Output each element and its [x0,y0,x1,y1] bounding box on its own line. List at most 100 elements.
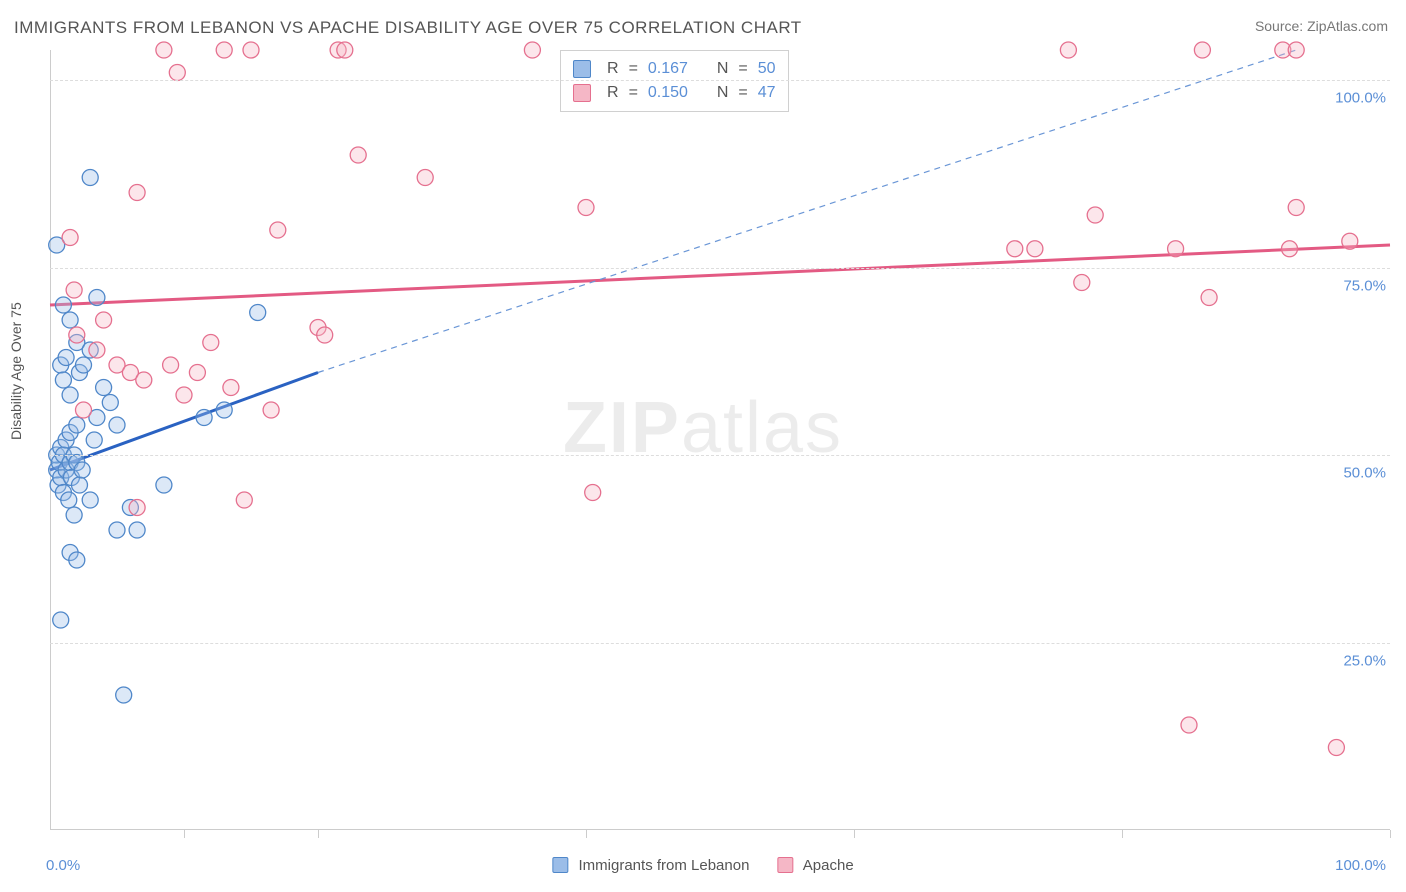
scatter-point-lebanon [55,297,71,313]
gridline-h [50,455,1390,456]
y-tick-label: 25.0% [1343,652,1386,669]
scatter-point-apache [1342,233,1358,249]
scatter-point-apache [1282,241,1298,257]
gridline-h [50,80,1390,81]
scatter-point-apache [1087,207,1103,223]
scatter-point-apache [317,327,333,343]
n-value-apache: 47 [758,81,776,105]
scatter-point-apache [1027,241,1043,257]
legend-item-lebanon: Immigrants from Lebanon [552,857,749,874]
scatter-point-apache [1201,290,1217,306]
x-tick [318,830,319,838]
scatter-point-lebanon [156,477,172,493]
scatter-point-apache [89,342,105,358]
scatter-point-lebanon [66,507,82,523]
scatter-point-lebanon [102,395,118,411]
x-tick [184,830,185,838]
scatter-point-apache [169,65,185,81]
scatter-point-apache [585,485,601,501]
scatter-point-lebanon [96,380,112,396]
r-value-lebanon: 0.167 [648,57,688,81]
scatter-point-apache [350,147,366,163]
swatch-apache [777,857,793,873]
scatter-point-apache [129,500,145,516]
scatter-point-apache [1288,42,1304,58]
scatter-point-apache [524,42,540,58]
trend-line [318,50,1296,373]
x-tick-label-0: 0.0% [46,857,80,874]
y-tick-label: 50.0% [1343,465,1386,482]
swatch-lebanon [573,60,591,78]
x-tick [586,830,587,838]
eq: = [629,81,638,105]
scatter-point-apache [96,312,112,328]
scatter-point-apache [203,335,219,351]
x-tick [854,830,855,838]
scatter-point-apache [1181,717,1197,733]
gridline-h [50,268,1390,269]
scatter-point-lebanon [129,522,145,538]
legend-label-lebanon: Immigrants from Lebanon [579,857,750,874]
scatter-point-apache [1007,241,1023,257]
scatter-point-lebanon [82,492,98,508]
scatter-point-apache [189,365,205,381]
scatter-point-apache [1194,42,1210,58]
eq: = [738,81,747,105]
scatter-point-lebanon [74,462,90,478]
y-tick-label: 75.0% [1343,277,1386,294]
scatter-point-lebanon [116,687,132,703]
gridline-h [50,643,1390,644]
n-label: N [717,57,729,81]
eq: = [738,57,747,81]
swatch-lebanon [552,857,568,873]
r-label: R [607,81,619,105]
scatter-point-apache [417,170,433,186]
scatter-point-apache [69,327,85,343]
scatter-point-apache [163,357,179,373]
stats-legend-box: R = 0.167 N = 50 R = 0.150 N = 47 [560,50,789,112]
scatter-point-apache [1288,200,1304,216]
n-label: N [717,81,729,105]
scatter-point-lebanon [89,290,105,306]
scatter-point-lebanon [62,387,78,403]
scatter-point-apache [76,402,92,418]
scatter-point-apache [176,387,192,403]
scatter-point-apache [1328,740,1344,756]
scatter-point-lebanon [250,305,266,321]
scatter-point-apache [136,372,152,388]
eq: = [629,57,638,81]
scatter-point-lebanon [216,402,232,418]
n-value-lebanon: 50 [758,57,776,81]
scatter-point-lebanon [62,312,78,328]
scatter-point-apache [156,42,172,58]
scatter-point-lebanon [71,477,87,493]
bottom-legend: Immigrants from Lebanon Apache [552,857,853,874]
plot-svg [50,50,1390,830]
y-axis-label: Disability Age Over 75 [8,302,24,440]
chart-title: IMMIGRANTS FROM LEBANON VS APACHE DISABI… [14,18,802,38]
scatter-point-apache [236,492,252,508]
scatter-point-lebanon [196,410,212,426]
scatter-point-lebanon [53,612,69,628]
trend-line [50,245,1390,305]
y-tick-label: 100.0% [1335,90,1386,107]
legend-item-apache: Apache [777,857,853,874]
scatter-point-apache [270,222,286,238]
scatter-point-lebanon [76,357,92,373]
scatter-point-apache [1060,42,1076,58]
source-label: Source: ZipAtlas.com [1255,18,1388,34]
stats-row-apache: R = 0.150 N = 47 [573,81,776,105]
scatter-point-apache [223,380,239,396]
scatter-point-lebanon [58,350,74,366]
x-tick [1122,830,1123,838]
scatter-point-lebanon [109,522,125,538]
scatter-point-lebanon [61,492,77,508]
stats-row-lebanon: R = 0.167 N = 50 [573,57,776,81]
scatter-point-apache [62,230,78,246]
scatter-point-apache [66,282,82,298]
r-value-apache: 0.150 [648,81,688,105]
x-tick [1390,830,1391,838]
scatter-point-lebanon [86,432,102,448]
legend-label-apache: Apache [803,857,854,874]
scatter-point-lebanon [69,417,85,433]
